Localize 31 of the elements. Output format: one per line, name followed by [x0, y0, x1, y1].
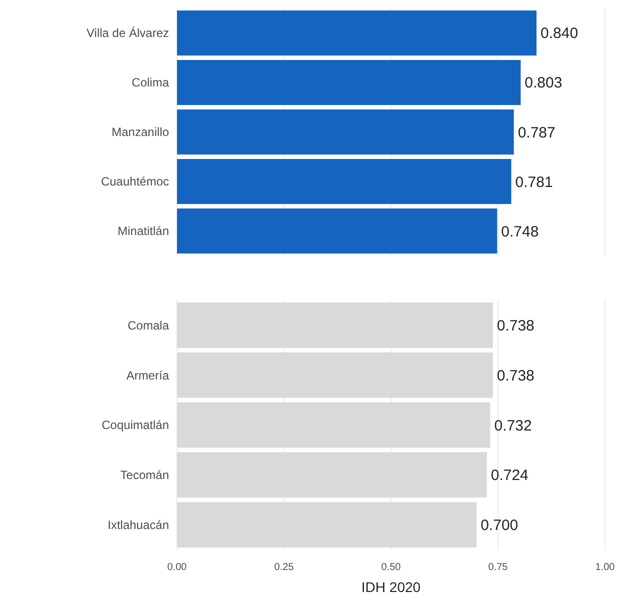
x-axis-title: IDH 2020 — [361, 579, 421, 595]
x-tick-label: 0.25 — [274, 562, 294, 573]
data-label: 0.803 — [524, 74, 562, 92]
bar — [177, 402, 490, 448]
bar — [177, 452, 487, 498]
x-tick-label: 0.50 — [381, 562, 402, 573]
data-label: 0.724 — [490, 467, 528, 484]
data-label: 0.840 — [540, 25, 578, 42]
data-label: 0.732 — [494, 417, 532, 434]
x-tick-label: 0.00 — [167, 562, 188, 573]
bar — [177, 502, 477, 548]
bar — [177, 352, 493, 398]
bar — [177, 302, 493, 348]
y-tick-label: Coquimatlán — [102, 418, 169, 432]
data-label: 0.738 — [496, 317, 534, 334]
x-tick-label: 0.75 — [488, 562, 508, 573]
y-tick-label: Ixtlahuacán — [108, 518, 169, 532]
data-label: 0.748 — [501, 223, 539, 240]
data-label: 0.781 — [515, 174, 553, 191]
y-tick-label: Colima — [132, 76, 170, 90]
y-tick-label: Armería — [126, 368, 170, 382]
y-tick-label: Tecomán — [120, 468, 169, 482]
data-label: 0.787 — [518, 124, 556, 142]
data-label: 0.738 — [496, 367, 534, 384]
x-tick-label: 1.00 — [595, 562, 616, 573]
y-tick-label: Cuauhtémoc — [100, 174, 169, 189]
y-tick-label: Minatitlán — [118, 224, 169, 238]
y-tick-label: Villa de Álvarez — [86, 26, 169, 40]
y-tick-label: Manzanillo — [112, 125, 170, 140]
y-tick-label: Comala — [128, 318, 170, 332]
data-label: 0.700 — [480, 517, 518, 534]
